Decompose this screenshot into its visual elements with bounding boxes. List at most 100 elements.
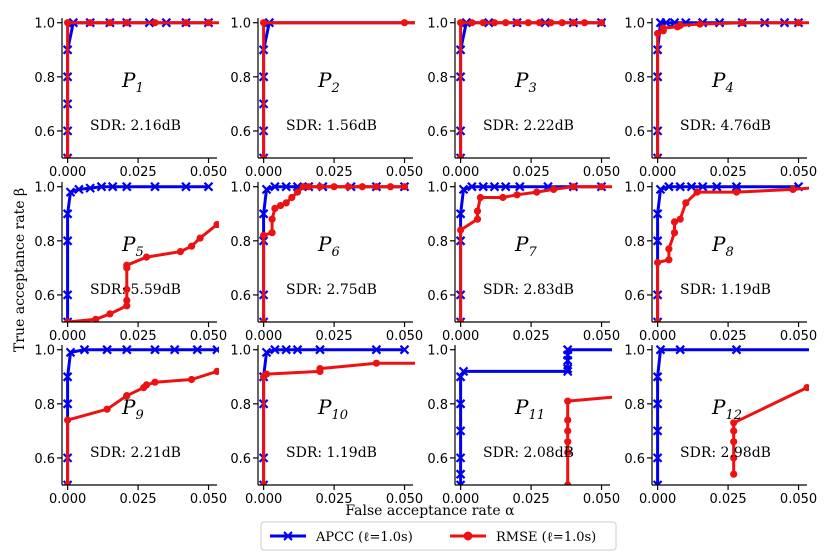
panel-4-title: P4 (711, 68, 734, 96)
y-tick-label: 0.8 (427, 398, 448, 413)
y-tick-label: 1.0 (624, 181, 645, 196)
panel-11-rmse-line (564, 392, 612, 485)
x-tick-label: 0.000 (442, 165, 479, 180)
y-tick-label: 0.8 (230, 235, 251, 250)
y-tick-label: 1.0 (624, 17, 645, 32)
panel-1-rmse-line (63, 19, 219, 158)
x-tick-label: 0.050 (190, 329, 227, 344)
panel-9-sdr: SDR: 2.21dB (90, 445, 181, 461)
x-tick-label: 0.025 (709, 165, 746, 180)
x-tick-label: 0.050 (190, 492, 227, 507)
panel-12-rmse-line (730, 378, 809, 478)
panel-1: 0.6 0.8 1.0 0.000 0.025 0.050 P1 SDR: 2.16dB (34, 17, 227, 180)
panel-2-title: P2 (317, 68, 340, 96)
y-tick-label: 1.0 (427, 344, 448, 359)
y-tick-label: 1.0 (34, 344, 55, 359)
x-tick-label: 0.000 (245, 329, 282, 344)
panel-1-sdr: SDR: 2.16dB (90, 118, 181, 134)
x-tick-label: 0.025 (709, 329, 746, 344)
legend-apcc-marker (283, 531, 293, 541)
panel-5-sdr: SDR: 5.59dB (90, 282, 181, 298)
panel-12: 0.6 0.8 1.0 0.000 0.025 0.050 P12 SDR: 2.98dB (624, 344, 817, 507)
y-tick-label: 0.6 (624, 289, 645, 304)
y-tick-label: 1.0 (230, 344, 251, 359)
panel-2: 0.6 0.8 1.0 0.000 0.025 0.050 P2 SDR: 1.56dB (230, 17, 423, 180)
x-tick-label: 0.050 (583, 165, 620, 180)
panel-9-rmse-line (63, 365, 219, 485)
panel-7-rmse-line (457, 183, 612, 322)
x-tick-label: 0.050 (583, 329, 620, 344)
panel-11: 0.6 0.8 1.0 0.000 0.025 0.050 P11 SDR: 2.08dB (427, 344, 620, 507)
panel-9-title: P9 (121, 395, 144, 423)
panel-1-title: P1 (121, 68, 144, 96)
y-tick-label: 0.6 (427, 125, 448, 140)
x-tick-label: 0.025 (709, 492, 746, 507)
legend-rmse-label: RMSE (ℓ=1.0s) (496, 530, 596, 545)
y-tick-label: 0.6 (624, 452, 645, 467)
panel-6-title: P6 (317, 232, 340, 260)
y-tick-label: 0.8 (34, 398, 55, 413)
x-tick-label: 0.025 (315, 492, 352, 507)
panel-12-title: P12 (711, 395, 742, 423)
panel-8-sdr: SDR: 1.19dB (680, 282, 771, 298)
x-tick-label: 0.000 (245, 165, 282, 180)
panel-9: 0.6 0.8 1.0 0.000 0.025 0.050 P9 SDR: 2.21dB (34, 344, 227, 507)
panel-8-rmse-line (653, 183, 809, 322)
y-tick-label: 1.0 (34, 17, 55, 32)
y-tick-label: 1.0 (427, 17, 448, 32)
y-tick-label: 0.6 (427, 452, 448, 467)
x-tick-label: 0.000 (245, 492, 282, 507)
x-tick-label: 0.000 (49, 492, 86, 507)
y-tick-label: 0.8 (624, 71, 645, 86)
panel-7-title: P7 (514, 232, 537, 260)
y-tick-label: 0.8 (624, 398, 645, 413)
panel-4-sdr: SDR: 4.76dB (680, 118, 771, 134)
panel-11-apcc-line (455, 344, 612, 485)
x-tick-label: 0.050 (190, 165, 227, 180)
legend-frame (260, 521, 617, 551)
panel-10-sdr: SDR: 1.19dB (286, 445, 377, 461)
panel-12-apcc-line (652, 344, 809, 485)
x-tick-label: 0.000 (442, 492, 479, 507)
y-tick-label: 0.6 (34, 452, 55, 467)
x-tick-label: 0.000 (639, 329, 676, 344)
panel-4: 0.6 0.8 1.0 0.000 0.025 0.050 P4 SDR: 4.76dB (624, 17, 817, 180)
y-tick-label: 0.8 (34, 71, 55, 86)
panel-11-title: P11 (514, 395, 545, 423)
y-tick-label: 0.8 (427, 71, 448, 86)
x-tick-label: 0.000 (49, 329, 86, 344)
panel-6-rmse-line (260, 183, 409, 322)
x-tick-label: 0.050 (386, 165, 423, 180)
panel-5-rmse-line (63, 221, 219, 322)
panel-8: 0.6 0.8 1.0 0.000 0.025 0.050 P8 SDR: 1.19dB (624, 181, 817, 344)
panel-2-rmse-line (260, 19, 415, 158)
y-tick-label: 0.8 (624, 235, 645, 250)
panel-2-apcc-line (258, 17, 415, 158)
y-tick-label: 0.8 (427, 235, 448, 250)
x-tick-label: 0.050 (386, 329, 423, 344)
panel-5: 0.6 0.8 1.0 0.000 0.025 0.050 P5 SDR: 5.59dB (34, 181, 227, 344)
panel-3-rmse-line (457, 19, 606, 158)
panel-5-title: P5 (121, 232, 144, 260)
x-tick-label: 0.000 (442, 329, 479, 344)
panel-10: 0.6 0.8 1.0 0.000 0.025 0.050 P10 SDR: 1.19dB (230, 344, 423, 507)
panel-10-rmse-line (260, 359, 415, 485)
y-tick-label: 0.6 (34, 289, 55, 304)
panel-3-sdr: SDR: 2.22dB (483, 118, 574, 134)
legend-apcc-label: APCC (ℓ=1.0s) (315, 530, 413, 545)
panel-8-title: P8 (711, 232, 734, 260)
y-tick-label: 1.0 (427, 181, 448, 196)
panel-12-sdr: SDR: 2.98dB (680, 445, 771, 461)
y-tick-label: 0.6 (230, 125, 251, 140)
legend: APCC (ℓ=1.0s) RMSE (ℓ=1.0s) (260, 521, 617, 551)
y-tick-label: 0.8 (230, 71, 251, 86)
panel-10-title: P10 (317, 395, 348, 423)
y-tick-label: 1.0 (624, 344, 645, 359)
y-tick-label: 0.8 (34, 235, 55, 250)
y-tick-label: 1.0 (230, 17, 251, 32)
x-tick-label: 0.050 (780, 492, 817, 507)
panel-4-rmse-line (653, 19, 809, 158)
x-tick-label: 0.000 (639, 492, 676, 507)
